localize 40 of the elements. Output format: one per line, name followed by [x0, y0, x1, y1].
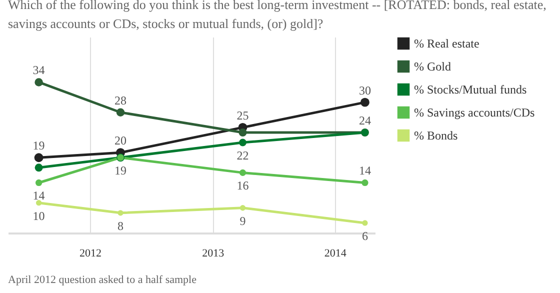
chart-title: Which of the following do you think is the best long-term investment -- [ROTATED: bonds, real estate, savings accounts or CDs, stocks or mutual funds, (or) gold]?: [7, 0, 548, 33]
data-label: 24: [358, 113, 371, 128]
data-label: 16: [236, 178, 249, 193]
legend-label: % Savings accounts/CDs: [414, 106, 535, 120]
data-label: 34: [32, 63, 45, 78]
data-label: 8: [118, 218, 124, 233]
data-label: 22: [236, 148, 249, 163]
point: [35, 179, 42, 186]
legend-label: % Real estate: [414, 36, 480, 50]
point: [36, 200, 42, 206]
x-tick-label: 2012: [80, 248, 102, 260]
text: April 2012 question asked to a half sample: [8, 274, 198, 286]
data-label: 14: [358, 164, 371, 178]
data-label: 10: [32, 208, 45, 223]
legend-label: % Stocks/Mutual funds: [414, 82, 527, 96]
point: [362, 220, 368, 226]
x-tick-label: 2013: [202, 248, 225, 260]
point: [238, 128, 247, 136]
point: [34, 153, 44, 162]
point: [118, 210, 124, 216]
data-label: 20: [114, 134, 127, 148]
data-label: 19: [114, 164, 127, 178]
point: [34, 78, 43, 86]
data-label: 14: [32, 188, 45, 203]
legend-label: % Bonds: [414, 128, 458, 142]
x-tick-label: 2014: [324, 248, 347, 260]
legend-label: % Gold: [414, 60, 451, 74]
point: [362, 179, 368, 186]
point: [116, 108, 125, 116]
point: [240, 205, 246, 211]
point: [238, 138, 246, 146]
data-label: 9: [240, 214, 246, 228]
point: [239, 169, 246, 176]
data-label: 25: [236, 108, 249, 122]
data-label: 30: [358, 83, 371, 98]
data-label: 6: [362, 228, 368, 243]
data-label: 19: [32, 138, 45, 153]
point: [360, 98, 370, 107]
point: [34, 164, 43, 172]
data-label: 28: [114, 93, 127, 108]
